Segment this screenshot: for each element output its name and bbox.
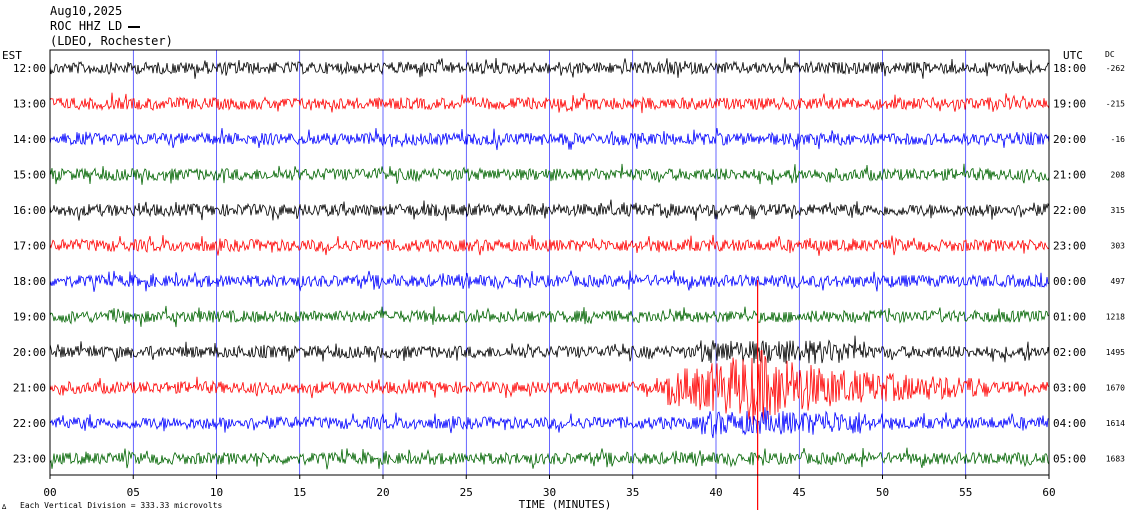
trace-line [49, 57, 1050, 79]
utc-label: 21:00 [1053, 169, 1086, 182]
utc-label: 01:00 [1053, 311, 1086, 324]
scale-note: Each Vertical Division = 333.33 microvol… [20, 501, 222, 510]
utc-label: 20:00 [1053, 133, 1086, 146]
est-label: 22:00 [13, 417, 46, 430]
utc-label: 18:00 [1053, 62, 1086, 75]
est-label: 13:00 [13, 98, 46, 111]
x-tick-label: 55 [959, 486, 972, 499]
x-tick-label: 30 [543, 486, 556, 499]
grid-lines [132, 50, 967, 475]
utc-label: 05:00 [1053, 453, 1086, 466]
est-label: 21:00 [13, 382, 46, 395]
x-tick-label: 25 [460, 486, 473, 499]
est-label: 19:00 [13, 311, 46, 324]
dc-value: 1683 [1106, 455, 1125, 464]
dc-value: 1218 [1106, 313, 1125, 322]
corner-mark: ∆ [1, 503, 7, 511]
x-tick-label: 20 [376, 486, 389, 499]
dc-value: -215 [1106, 100, 1125, 109]
row-labels: 12:00 18:00 -262 13:00 19:00 -215 14:00 20:00 -1… [13, 62, 1125, 466]
utc-label: 00:00 [1053, 275, 1086, 288]
x-tick-label: 60 [1042, 486, 1055, 499]
est-label: 12:00 [13, 62, 46, 75]
dc-value: 315 [1111, 206, 1126, 215]
x-tick-label: 05 [127, 486, 140, 499]
x-tick-label: 40 [709, 486, 722, 499]
x-tick-label: 45 [793, 486, 806, 499]
dc-value: -16 [1111, 135, 1126, 144]
est-label: 15:00 [13, 169, 46, 182]
trace-line [49, 234, 1050, 256]
trace-line [49, 349, 1050, 425]
x-tick-label: 15 [293, 486, 306, 499]
dc-value: 1670 [1106, 384, 1125, 393]
dc-value: -262 [1106, 64, 1125, 73]
header-station: ROC HHZ LD [50, 19, 122, 33]
dc-value: 303 [1111, 242, 1126, 251]
utc-axis-title: UTC [1063, 49, 1083, 62]
trace-layer [49, 57, 1050, 510]
trace-line [49, 128, 1050, 151]
header-date: Aug10,2025 [50, 4, 122, 18]
dc-value: 497 [1111, 277, 1126, 286]
utc-label: 03:00 [1053, 382, 1086, 395]
est-label: 17:00 [13, 240, 46, 253]
x-tick-label: 00 [43, 486, 56, 499]
dc-value: 208 [1111, 171, 1126, 180]
trace-line [49, 270, 1050, 292]
trace-line [49, 163, 1050, 185]
trace-line [49, 199, 1050, 221]
dc-value: 1614 [1106, 419, 1125, 428]
x-tick-label: 10 [210, 486, 223, 499]
trace-line [49, 335, 1050, 364]
header-network: (LDEO, Rochester) [50, 34, 173, 48]
est-label: 18:00 [13, 275, 46, 288]
utc-label: 22:00 [1053, 204, 1086, 217]
utc-label: 04:00 [1053, 417, 1086, 430]
est-label: 14:00 [13, 133, 46, 146]
est-axis-title: EST [2, 49, 22, 62]
trace-line [49, 92, 1050, 114]
dc-value: 1495 [1106, 348, 1125, 357]
dc-title: DC [1105, 50, 1115, 59]
est-label: 20:00 [13, 346, 46, 359]
trace-line [49, 305, 1050, 328]
utc-label: 23:00 [1053, 240, 1086, 253]
utc-label: 02:00 [1053, 346, 1086, 359]
utc-label: 19:00 [1053, 98, 1086, 111]
est-label: 16:00 [13, 204, 46, 217]
est-label: 23:00 [13, 453, 46, 466]
trace-line [49, 447, 1050, 470]
x-tick-label: 50 [876, 486, 889, 499]
x-tick-label: 35 [626, 486, 639, 499]
x-tick-labels: 00 05 10 15 20 25 30 35 40 45 50 55 60 [43, 475, 1056, 499]
trace-line [49, 407, 1050, 439]
x-axis-label: TIME (MINUTES) [519, 498, 612, 511]
